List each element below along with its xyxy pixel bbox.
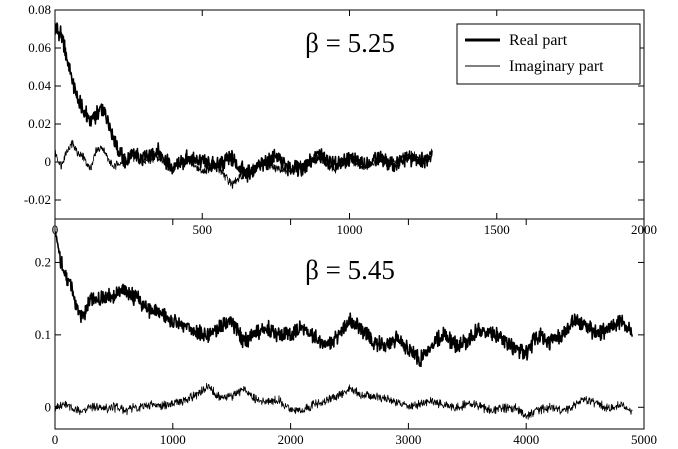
y-tick-label: 0.08 xyxy=(28,2,51,17)
x-tick-label: 3000 xyxy=(395,432,421,447)
x-tick-label: 4000 xyxy=(513,432,539,447)
x-ticks-bottom: 0 1000 2000 3000 4000 5000 xyxy=(52,219,657,447)
series-group-bottom xyxy=(55,231,633,420)
x-tick-label: 5000 xyxy=(631,432,657,447)
series-real-part-line xyxy=(55,231,633,368)
y-tick-label: 0.04 xyxy=(28,78,51,93)
x-tick-label: 500 xyxy=(193,222,213,237)
panel-beta-545: 0 1000 2000 3000 4000 5000 0 0.1 0.2 β = 5.45 xyxy=(35,218,657,447)
series-group-top xyxy=(55,22,433,189)
legend-label-real: Real part xyxy=(509,32,568,49)
legend-label-imaginary: Imaginary part xyxy=(509,58,604,75)
legend: Real part Imaginary part xyxy=(456,23,641,85)
y-tick-label: 0.2 xyxy=(35,254,51,269)
y-ticks-bottom: 0 0.1 0.2 xyxy=(35,254,644,414)
plot-frame-bottom xyxy=(54,218,645,430)
x-tick-label: 2000 xyxy=(278,432,304,447)
y-tick-label: 0.02 xyxy=(28,116,51,131)
panel-title-top: β = 5.25 xyxy=(305,28,395,58)
x-tick-label: 1000 xyxy=(160,432,186,447)
series-imaginary-part-line xyxy=(55,382,633,420)
y-ticks-top: -0.02 0 0.02 0.04 0.06 0.08 xyxy=(24,2,644,207)
x-tick-label: 1000 xyxy=(337,222,363,237)
x-tick-label: 1500 xyxy=(484,222,510,237)
y-tick-label: -0.02 xyxy=(24,192,51,207)
y-tick-label: 0.1 xyxy=(35,327,51,342)
legend-box xyxy=(456,23,641,85)
panel-title-bottom: β = 5.45 xyxy=(305,255,395,285)
y-tick-label: 0.06 xyxy=(28,40,51,55)
y-tick-label: 0 xyxy=(45,154,52,169)
series-imaginary-part-line xyxy=(55,139,433,189)
panel-beta-525: 0 500 1000 1500 2000 -0.0200.020.040.060.08 … xyxy=(24,2,657,237)
y-tick-label: 0 xyxy=(45,399,52,414)
x-tick-label: 0 xyxy=(52,432,59,447)
